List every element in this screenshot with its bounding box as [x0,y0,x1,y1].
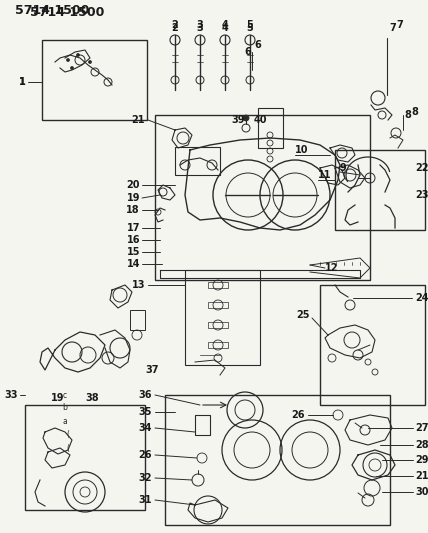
Text: 13: 13 [131,280,145,290]
Text: 20: 20 [127,180,140,190]
Circle shape [77,53,80,56]
Text: 2: 2 [172,23,178,33]
Text: 19: 19 [51,393,65,403]
Text: 23: 23 [415,190,428,200]
Bar [335,150,425,230]
Text: 22: 22 [415,163,428,173]
Text: 33: 33 [5,390,18,400]
Text: 36: 36 [139,390,152,400]
Circle shape [71,67,74,69]
Text: 7: 7 [389,23,396,33]
Text: 15: 15 [127,247,140,257]
Text: 3: 3 [196,20,203,30]
Text: (: ( [66,431,69,440]
Text: 2: 2 [172,20,178,30]
Text: 1: 1 [19,77,25,87]
Text: 5: 5 [247,20,253,30]
Text: 29: 29 [415,455,428,465]
Text: 21: 21 [415,471,428,481]
Bar [258,108,283,148]
Text: 14: 14 [127,259,140,269]
Text: 32: 32 [139,473,152,483]
Text: 38: 38 [85,393,99,403]
Text: 16: 16 [127,235,140,245]
Bar [165,395,390,525]
Text: 26: 26 [139,450,152,460]
Text: 12: 12 [325,263,339,273]
Text: 1: 1 [19,77,25,87]
Bar [130,310,145,330]
Text: 34: 34 [139,423,152,433]
Bar [208,282,228,288]
Bar [25,405,145,510]
Text: 6: 6 [255,40,262,50]
Text: 17: 17 [127,223,140,233]
Text: 25: 25 [297,310,310,320]
Text: 8: 8 [412,107,419,117]
Text: 39: 39 [231,115,245,125]
Bar [195,415,210,435]
Text: 30: 30 [415,487,428,497]
Circle shape [243,115,249,121]
Text: 35: 35 [139,407,152,417]
Text: c: c [63,391,67,400]
Text: a: a [62,417,67,426]
Bar [208,302,228,308]
Text: 11: 11 [318,170,332,180]
Text: (: ( [66,443,69,453]
Text: b: b [62,403,68,413]
Text: 26: 26 [291,410,305,420]
Text: 9: 9 [340,163,347,173]
Text: 5714 1500: 5714 1500 [30,5,104,19]
Text: 5714 1500: 5714 1500 [15,4,89,17]
Text: 8: 8 [404,110,411,120]
Text: 18: 18 [126,205,140,215]
Bar [185,270,260,365]
Text: 37: 37 [145,365,159,375]
Text: 27: 27 [415,423,428,433]
Bar [208,322,228,328]
Circle shape [89,61,92,63]
Text: 19: 19 [127,193,140,203]
Text: 40: 40 [253,115,267,125]
Bar [155,115,370,280]
Text: 10: 10 [295,145,309,155]
Text: 4: 4 [222,20,229,30]
Text: 6: 6 [245,47,251,57]
Text: 5: 5 [247,23,253,33]
Circle shape [66,59,69,61]
Text: 7: 7 [397,20,403,30]
Text: 21: 21 [131,115,145,125]
Text: 24: 24 [415,293,428,303]
Bar [42,40,147,120]
Text: 28: 28 [415,440,428,450]
Bar [208,342,228,348]
Text: 31: 31 [139,495,152,505]
Bar [320,285,425,405]
Bar [175,147,220,175]
Text: 4: 4 [222,23,229,33]
Text: 3: 3 [196,23,203,33]
